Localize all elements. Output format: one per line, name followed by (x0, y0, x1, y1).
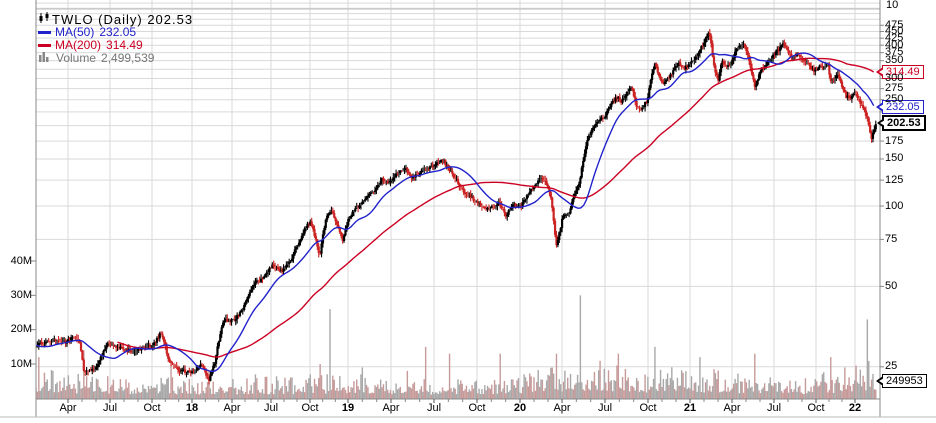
volume-tick-label: 30M (10, 288, 32, 301)
price-tick-label: 300 (885, 72, 904, 85)
date-tick-label: 18 (185, 402, 199, 414)
price-tick-label: 475 (885, 18, 904, 31)
ma200-line (117, 57, 875, 358)
callout-arrow-fill (879, 104, 884, 111)
price-tick-label: 350 (885, 54, 904, 67)
date-tick-label: Oct (143, 402, 161, 414)
legend-symbol-row: TWLO (Daily) 202.53 (38, 11, 194, 28)
upper-panel-tick-label: 10 (886, 0, 899, 11)
price-tick-label: 25 (885, 360, 898, 373)
date-tick-label: Jul (263, 402, 279, 414)
ma50-line (36, 52, 875, 373)
volume-tick-label: 10M (10, 357, 32, 370)
ma50-axis-callout: 232.05 (876, 100, 924, 115)
volume-axis-callout: 249953 (876, 374, 927, 388)
date-tick-label: Oct (807, 402, 825, 414)
ma200-axis-callout: 314.49 (876, 65, 924, 80)
date-tick-label: 20 (513, 402, 527, 414)
price-tick-label: 450 (885, 25, 904, 38)
volume-bars (36, 295, 877, 399)
callout-arrow-fill (879, 69, 884, 76)
price-tick-label: 150 (885, 152, 904, 165)
callout-arrow-fill (880, 120, 885, 127)
legend-volume-row: Volume 2,499,539 (38, 52, 193, 65)
ma200-line-swatch (38, 44, 51, 47)
price-tick-label: 175 (885, 134, 904, 147)
date-tick-label: Oct (468, 402, 486, 414)
date-tick-label: Apr (223, 402, 241, 414)
volume-bars-icon (38, 51, 50, 66)
volume-axis-value: 249953 (886, 375, 923, 387)
price-tick-label: 425 (885, 31, 904, 44)
ma200-axis-value: 314.49 (886, 66, 920, 79)
callout-arrow-fill (879, 378, 884, 384)
date-tick-label: Jul (426, 402, 442, 414)
ma50-label: MA(50) (55, 25, 95, 39)
legend-ma200-row: MA(200) 314.49 (38, 39, 193, 52)
date-tick-label: Apr (59, 402, 77, 414)
date-tick-label: Jul (766, 402, 782, 414)
date-tick-label: Jul (597, 402, 613, 414)
ma200-label: MA(200) (55, 38, 102, 52)
ma200-value: 314.49 (106, 38, 143, 52)
price-tick-label: 100 (885, 199, 904, 212)
volume-tick-label: 20M (10, 323, 32, 336)
date-tick-label: Apr (553, 402, 571, 414)
last-price-axis-callout: 202.53 (877, 115, 926, 132)
date-tick-label: Oct (301, 402, 319, 414)
date-tick-label: 21 (683, 402, 697, 414)
volume-tick-label: 40M (10, 254, 32, 267)
date-tick-label: Apr (723, 402, 741, 414)
legend-ma50-row: MA(50) 232.05 (38, 26, 193, 39)
ma50-axis-value: 232.05 (886, 101, 920, 114)
date-tick-label: Oct (639, 402, 657, 414)
candlesticks (36, 28, 877, 385)
ma50-value: 232.05 (99, 25, 137, 39)
price-tick-label: 250 (885, 93, 904, 106)
date-tick-label: 22 (848, 402, 862, 414)
ma50-line-swatch (38, 31, 51, 34)
price-tick-label: 50 (885, 279, 898, 292)
price-tick-label: 375 (885, 46, 904, 59)
price-tick-label: 125 (885, 173, 904, 186)
volume-value: 2,499,539 (101, 51, 155, 65)
symbol-title: TWLO (Daily) 202.53 (52, 12, 194, 27)
last-price-axis-value: 202.53 (887, 117, 921, 130)
candlestick-icon (38, 11, 50, 28)
price-tick-label: 275 (885, 82, 904, 95)
volume-label: Volume (56, 51, 97, 65)
date-tick-label: Jul (102, 402, 118, 414)
price-tick-label: 75 (885, 232, 898, 245)
chart-legend: TWLO (Daily) 202.53 MA(50) 232.05 MA(200… (38, 11, 194, 65)
date-tick-label: 19 (341, 402, 355, 414)
date-tick-label: Apr (382, 402, 400, 414)
grid-lines (67, 0, 856, 399)
price-tick-label: 400 (885, 38, 904, 51)
